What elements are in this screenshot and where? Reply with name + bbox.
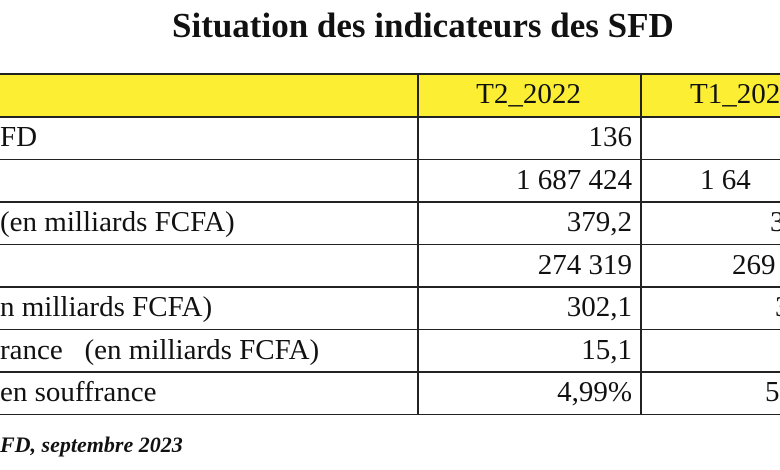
row-border	[0, 328, 780, 330]
row-label: FD	[0, 121, 38, 153]
cell-value: 1 687 424	[516, 163, 632, 196]
cell-value: 274 319	[537, 248, 632, 281]
row-border	[0, 201, 780, 203]
cell-value: 1 64	[700, 163, 751, 196]
cell-value: 3	[775, 286, 780, 328]
cell-value: 4,99%	[557, 376, 632, 408]
cell-value: 5	[765, 376, 780, 408]
cell-value: 302,1	[566, 291, 632, 323]
column-border	[640, 73, 642, 414]
cell-value: 15,1	[581, 333, 632, 366]
row-border	[0, 413, 780, 415]
header-row	[0, 73, 780, 116]
row-label: rance (en milliards FCFA)	[0, 333, 320, 366]
table-border	[0, 73, 780, 75]
cell-value: 269	[732, 248, 776, 281]
title: Situation des indicateurs des SFD	[172, 6, 674, 45]
row-label: n milliards FCFA)	[0, 291, 213, 323]
source: FD, septembre 2023	[0, 432, 183, 457]
row-label: en souffrance	[0, 376, 157, 408]
column-border	[417, 73, 419, 414]
cell-value: 136	[588, 121, 633, 153]
column-header: T2_2022	[476, 78, 581, 110]
row-border	[0, 158, 780, 160]
cell-value: 379,2	[566, 206, 632, 238]
row-border	[0, 371, 780, 373]
column-header: T1_202	[690, 78, 780, 110]
row-border	[0, 243, 780, 245]
cell-value: 3	[770, 206, 780, 238]
row-border	[0, 116, 780, 118]
row-border	[0, 286, 780, 288]
row-label: (en milliards FCFA)	[0, 206, 235, 238]
